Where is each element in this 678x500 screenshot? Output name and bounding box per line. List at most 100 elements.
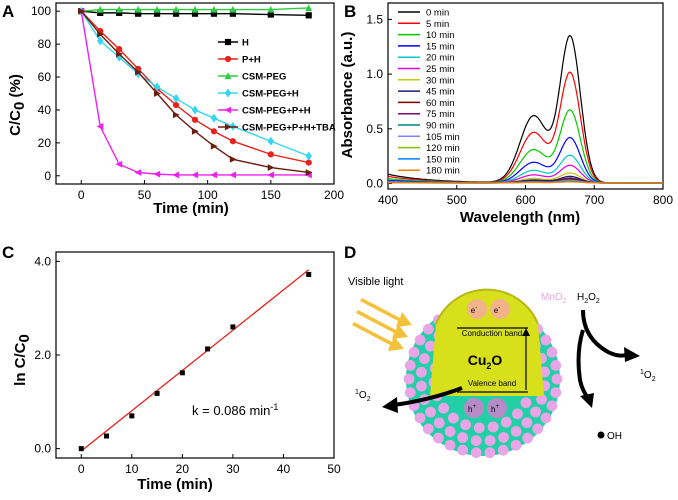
singlet-oxygen-right: 1O2 [640,369,656,383]
data-point-csm-peg-h [153,82,161,92]
panel-a-xtick-label: 50 [138,188,152,202]
data-point [230,324,236,330]
series-line-p-h [80,10,309,164]
data-point-p-h [116,45,123,53]
data-point-csm-peg-p-h [210,171,218,179]
mno2-bead [498,432,510,443]
mno2-label: MnO2 [541,292,567,305]
panel-c-ytick-label: 4.0 [34,254,51,268]
h2o2-label: H2O2 [577,292,600,305]
panel-c-xtick-label: 30 [226,462,240,476]
panel-c-xtick-label: 40 [277,462,291,476]
panel-b-ylabel: Absorbance (a.u.) [339,32,356,159]
panel-a-xlabel: Time (min) [153,200,229,217]
data-point-csm-peg-p-h-tba [267,164,275,171]
panel-b-xtick-label: 800 [653,193,673,207]
mno2-bead [457,444,469,456]
mno2-bead [419,353,430,365]
linear-fit-line [80,269,310,452]
data-point-csm-peg [210,5,218,13]
singlet-oxygen-left-arrowhead [382,397,398,413]
panel-b-label: B [344,2,356,21]
mno2-bead [540,412,552,424]
data-point-csm-peg-p-h [191,171,199,179]
mno2-bead [497,444,509,456]
mno2-bead [500,416,512,428]
panel-c-xtick-label: 10 [125,462,139,476]
legend-label-csm-peg-p-h-tba: CSM-PEG+P+H+TBA [242,123,336,134]
hole-1 [464,398,484,418]
panel-c-ytick-label: 2.0 [34,348,51,362]
hole-2 [487,398,507,418]
conduction-band-label: Conduction band [462,329,523,338]
legend-label-h: H [242,38,249,49]
legend-label-5-min: 5 min [426,19,449,30]
legend-marker-csm-peg-p-h [224,106,232,114]
spectrum-180-min [388,181,663,184]
legend-label-45-min: 45 min [426,87,455,98]
panel-b-xtick-label: 600 [515,193,535,207]
data-point-csm-peg-p-h [96,123,104,130]
mno2-bead [521,417,533,429]
panel-a-xtick-label: 100 [198,188,218,202]
data-point-csm-peg [229,5,237,13]
rate-constant-label: k = 0.086 min-1 [192,402,278,418]
data-point [104,433,110,439]
mno2-bead [438,402,450,414]
legend-label-0-min: 0 min [426,8,449,19]
panel-c-axes: 0 10 20 30 40 50 0.0 2.0 4.0 [34,251,341,476]
electron-1 [467,299,487,319]
mno2-bead [470,435,482,447]
mno2-bead [404,360,416,371]
panel-a-xtick-label: 200 [324,188,344,202]
core-shell-sphere: Conduction band Valence band Cu2O e- e- … [403,288,563,459]
panel-a-ytick-label: 20 [38,136,52,150]
legend-label-csm-peg-h: CSM-PEG+H [242,89,299,100]
mno2-bead [530,406,541,418]
panel-b-xlabel: Wavelength (nm) [460,209,580,226]
panel-d-label: D [344,243,356,262]
data-point-h [305,12,312,19]
data-point [154,390,160,396]
data-point-p-h [172,101,180,109]
mno2-bead [546,346,558,358]
electron-2-label: e- [494,305,500,315]
panel-c-ytick-label: 0.0 [34,442,51,456]
cu2o-core-rim [435,288,539,325]
data-point-csm-peg-p-h [115,160,123,168]
h2o2-to-singlet-arrowhead [624,347,640,362]
mno2-bead [414,412,426,424]
mno2-bead [522,432,533,444]
data-point-p-h [305,159,312,166]
mno2-bead [444,426,456,437]
panel-b-xtick-label: 400 [378,193,398,207]
excitation-arrowhead [522,328,530,336]
panel-a-xtick-label: 0 [78,188,85,202]
data-point-csm-peg [96,5,104,13]
panel-a-ytick-label: 60 [38,70,52,84]
mno2-bead [433,432,444,444]
mno2-bead [520,397,532,409]
panel-a-frame [55,2,335,185]
mno2-bead [444,439,456,451]
panel-c-xtick-label: 0 [78,462,85,476]
panel-a-ytick-label: 0 [44,169,51,183]
mno2-bead [536,393,547,405]
light-arrow-2 [356,310,408,339]
h2o2-to-hydroxyl-arrow [576,329,590,400]
data-point [129,413,135,419]
data-point-csm-peg [153,5,161,13]
data-point-csm-peg-p-h-tba [153,90,161,97]
panel-a: A 0 50 100 150 200 0 20 40 60 80 100 H P+H CSM-PEG CS… [2,2,344,217]
panel-c-series [78,269,312,452]
hole-2-label: h+ [491,404,499,414]
mno2-bead [550,387,562,398]
legend-marker-csm-peg-h [224,88,232,98]
panel-a-series [77,4,313,179]
legend-marker-h [224,38,232,46]
mno2-bead [408,346,420,358]
panel-c-xtick-label: 20 [176,462,190,476]
